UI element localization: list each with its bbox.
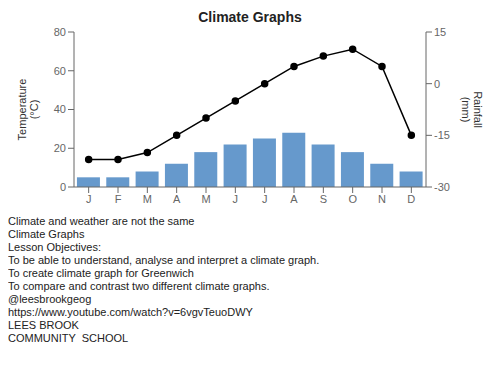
svg-text:M: M xyxy=(143,193,152,205)
svg-text:J: J xyxy=(233,193,239,205)
svg-text:40: 40 xyxy=(54,103,66,115)
svg-text:A: A xyxy=(290,193,298,205)
svg-text:S: S xyxy=(320,193,327,205)
svg-text:20: 20 xyxy=(54,142,66,154)
svg-text:A: A xyxy=(173,193,181,205)
html-text:Climate Graphs: Climate Graphs xyxy=(198,9,302,25)
svg-text:Temperature(°C): Temperature(°C) xyxy=(16,79,40,141)
html-text:Lesson Objectives:: Lesson Objectives: xyxy=(8,241,101,253)
svg-text:0: 0 xyxy=(434,78,440,90)
html-text:Climate Graphs: Climate Graphs xyxy=(8,228,85,240)
svg-text:F: F xyxy=(115,193,122,205)
html-text:To be able to understand, anal: To be able to understand, analyse and in… xyxy=(8,254,320,266)
svg-text:0: 0 xyxy=(60,181,66,193)
svg-text:-15: -15 xyxy=(434,129,450,141)
svg-text:15: 15 xyxy=(434,26,446,38)
svg-text:M: M xyxy=(201,193,210,205)
svg-text:Rainfall(mm): Rainfall(mm) xyxy=(460,91,484,128)
html-text:@leesbrookgeog: @leesbrookgeog xyxy=(8,293,92,305)
html-text:To compare and contrast two di: To compare and contrast two different cl… xyxy=(8,280,270,292)
svg-text:N: N xyxy=(378,193,386,205)
svg-text:D: D xyxy=(407,193,415,205)
html-text:LEES BROOK: LEES BROOK xyxy=(8,319,79,331)
html-text:COMMUNITY SCHOOL: COMMUNITY SCHOOL xyxy=(8,332,129,344)
svg-text:J: J xyxy=(86,193,92,205)
svg-text:80: 80 xyxy=(54,26,66,38)
html-text:https://www.youtube.com/watch?: https://www.youtube.com/watch?v=6vgvTeuo… xyxy=(8,306,253,318)
svg-text:-30: -30 xyxy=(434,181,450,193)
svg-text:60: 60 xyxy=(54,65,66,77)
html-text:To create climate graph for Gr: To create climate graph for Greenwich xyxy=(8,267,194,279)
svg-text:O: O xyxy=(348,193,357,205)
svg-text:J: J xyxy=(262,193,268,205)
html-text:Climate and weather are not th: Climate and weather are not the same xyxy=(8,215,195,227)
